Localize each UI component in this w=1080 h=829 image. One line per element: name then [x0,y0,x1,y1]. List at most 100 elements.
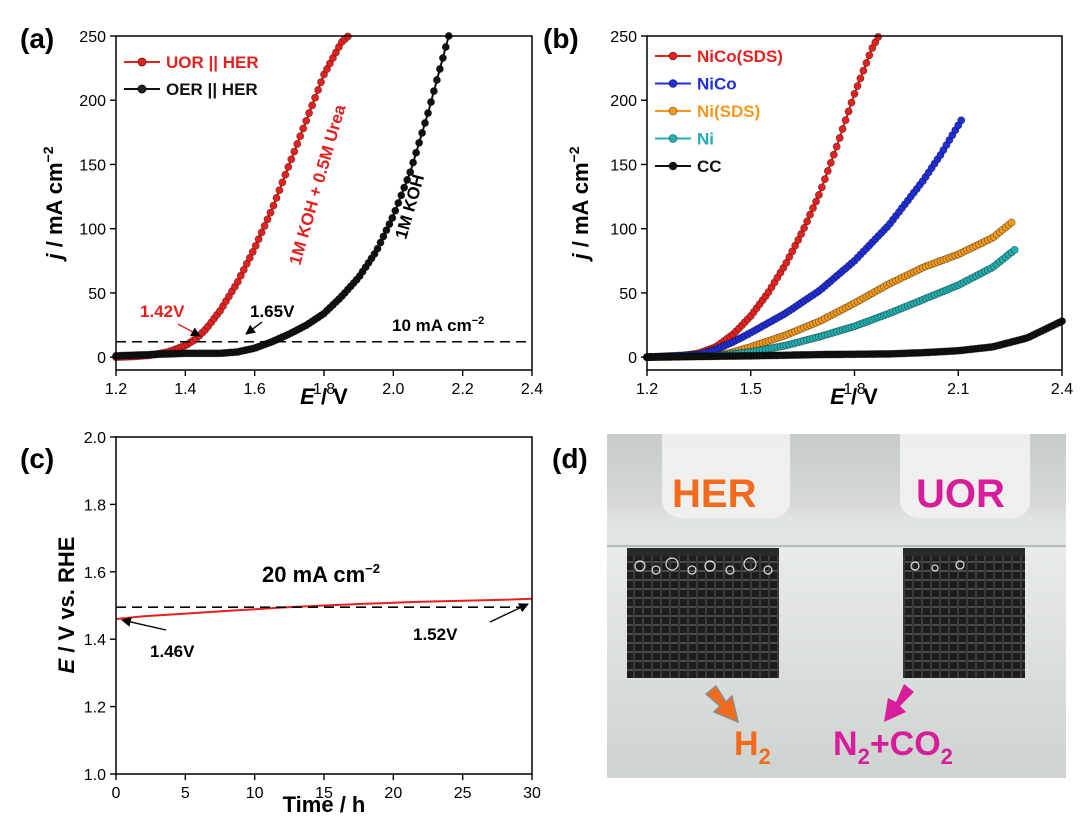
c-end-value-label: 1.52V [413,625,458,644]
a-series-point-0 [275,186,284,195]
a-series-point-1 [429,87,438,96]
b-series-point-0 [841,116,850,125]
a-y-tick-label: 150 [79,157,106,174]
a-series-point-0 [284,163,293,171]
a-series-point-0 [257,228,266,237]
c-start-value-label: 1.46V [150,642,195,661]
a-x-axis-label: E / V [300,384,348,409]
h2-product-label: H2 [734,725,771,769]
a-y-tick-label: 50 [88,286,106,303]
b-series-point-0 [865,51,874,60]
a-series-point-0 [302,116,311,125]
b-series-point-0 [800,224,809,232]
b-series-point-0 [797,230,806,239]
a-x-tick-label: 2.4 [521,381,543,398]
c-x-tick-label: 30 [523,785,541,802]
b-series-point-0 [817,183,826,192]
a-series-point-0 [245,253,254,262]
a-series-point-0 [278,178,287,187]
a-series-point-1 [409,158,418,167]
b-series-point-0 [853,82,862,91]
left-carbon-cloth-electrode [627,553,779,678]
c-y-tick-label: 1.4 [84,632,106,649]
a-series-point-0 [242,259,251,268]
c-series-group [115,597,533,620]
a-series-point-0 [239,265,248,274]
b-series-point-0 [847,98,856,107]
a-series-point-1 [412,148,421,157]
b-series-group [643,32,1066,362]
a-onset-uor-arrow [177,323,201,337]
a-series-point-0 [272,193,281,202]
a-series-point-1 [424,109,432,118]
hydrogen-bubbles [634,557,965,575]
b-series-point-0 [791,241,800,250]
b-series-point-0 [823,167,832,175]
c-start-value-arrow [121,617,167,631]
a-series-point-0 [308,101,317,110]
a-series-point-1 [432,76,441,84]
a-series-point-1 [376,238,385,247]
c-y-tick-label: 1.0 [84,767,106,784]
a-legend-uor-marker [137,57,147,67]
left-electrode-holder [662,434,790,520]
c-x-tick-label: 10 [246,785,264,802]
a-series-point-0 [299,124,308,133]
a-series-point-0 [290,147,299,156]
b-legend-marker-2 [668,106,678,116]
a-onset-uor-label: 1.42V [140,302,185,321]
a-series-point-1 [427,98,435,107]
a-series-point-1 [438,54,447,62]
b-y-tick-label: 250 [610,29,637,46]
panel-label-b: (b) [543,23,579,54]
right-carbon-cloth-electrode [903,553,1025,678]
b-x-tick-label: 1.8 [843,381,865,398]
uor-label: UOR [916,472,1005,516]
c-y-axis-label: E / V vs. RHE [54,537,79,674]
b-y-axis-label: j / mA cm−2 [566,146,593,262]
a-x-tick-label: 1.6 [244,381,266,398]
chart-c: 0 5 10 15 20 25 30 1.0 1.2 1.4 1.6 1.8 2.0 20 mA cm−… [54,430,541,817]
panel-label-a: (a) [20,23,54,54]
c-x-tick-label: 15 [315,785,333,802]
b-series-point-0 [856,74,865,83]
a-series-point-0 [248,247,257,256]
a-x-tick-label: 2.0 [382,381,404,398]
a-series-point-0 [314,86,323,94]
a-series-point-0 [269,201,278,210]
b-y-tick-label: 50 [619,286,637,303]
c-title: 20 mA cm−2 [262,561,380,587]
a-series-point-0 [263,215,272,224]
b-legend-marker-0 [668,51,678,61]
c-end-value-arrow [489,603,529,623]
a-series-point-1 [379,232,388,241]
b-legend: NiCo(SDS) NiCo Ni(SDS) Ni CC [655,47,783,176]
panel-label-c: (c) [20,443,54,474]
a-series-point-0 [236,271,245,280]
a-series-point-1 [394,199,403,207]
a-series-point-1 [435,65,444,73]
c-y-tick-label: 2.0 [84,430,106,447]
chart-b: 1.2 1.5 1.8 2.1 2.4 0 50 100 150 200 250 NiCo(SDS)… [566,29,1073,409]
b-legend-label-0: NiCo(SDS) [697,47,783,66]
a-series-point-0 [254,235,263,244]
a-onset-oer-label: 1.65V [250,302,295,321]
a-series-point-1 [421,119,429,127]
c-x-axis-label: Time / h [283,792,366,817]
b-series-point-0 [832,142,841,151]
b-series-point-0 [794,235,803,244]
b-series-point-0 [835,133,844,142]
a-legend-oer-label: OER || HER [166,80,258,99]
a-y-tick-label: 100 [79,222,106,239]
b-series-point-0 [844,107,853,116]
c-x-tick-label: 5 [181,785,190,802]
a-x-tick-label: 2.2 [452,381,474,398]
b-series-point-0 [782,258,791,267]
a-series-point-0 [317,78,325,87]
b-y-tick-label: 150 [610,157,637,174]
b-series-line-1 [646,118,963,359]
b-legend-marker-3 [668,134,678,143]
her-label: HER [672,472,757,516]
c-x-tick-label: 20 [384,785,402,802]
